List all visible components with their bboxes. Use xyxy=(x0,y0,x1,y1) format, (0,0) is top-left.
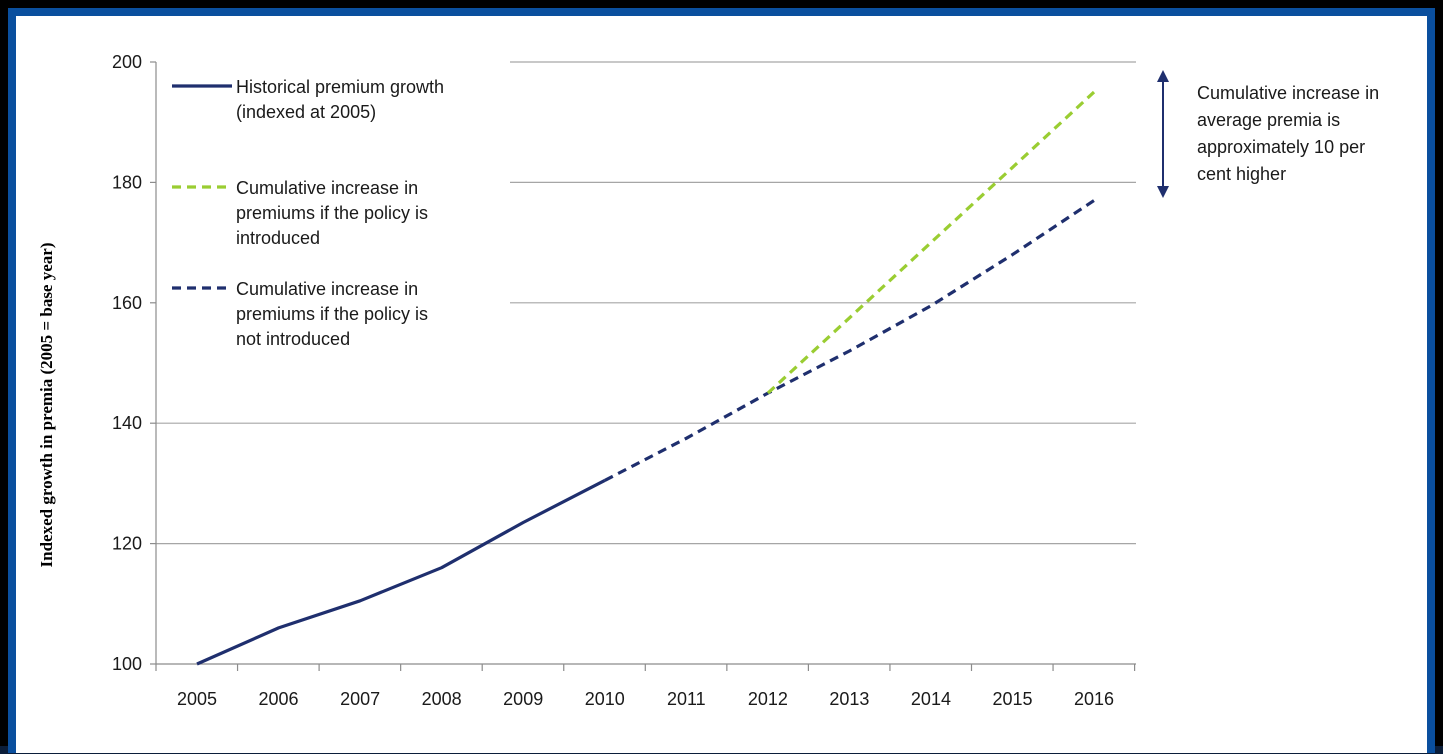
y-tick-label: 100 xyxy=(112,654,142,674)
x-tick-label: 2007 xyxy=(340,689,380,709)
y-tick-label: 140 xyxy=(112,413,142,433)
series-line-1 xyxy=(766,90,1096,395)
legend-label: Historical premium growth xyxy=(236,77,444,97)
annotation-text: average premia is xyxy=(1197,110,1340,130)
x-tick-labels: 2005 2006 2007 2008 2009 2010 2011 2012 2013 2014… xyxy=(177,689,1114,709)
annotation-text: Cumulative increase in xyxy=(1197,83,1379,103)
x-tick-label: 2006 xyxy=(259,689,299,709)
y-axis-label: Indexed growth in premia (2005 = base ye… xyxy=(37,243,56,568)
y-tick-label: 120 xyxy=(112,534,142,554)
annotation-text: cent higher xyxy=(1197,164,1286,184)
x-tick-label: 2011 xyxy=(667,689,706,709)
y-tick-label: 180 xyxy=(112,172,142,192)
axes xyxy=(150,61,1136,671)
x-tick-label: 2008 xyxy=(422,689,462,709)
legend-label: Cumulative increase in xyxy=(236,178,418,198)
series-lines xyxy=(196,90,1096,666)
grid-lines xyxy=(156,61,1136,545)
x-tick-label: 2014 xyxy=(911,689,951,709)
annotation-text: approximately 10 per xyxy=(1197,137,1365,157)
legend-label: (indexed at 2005) xyxy=(236,102,376,122)
legend-label: Cumulative increase in xyxy=(236,279,418,299)
chart-panel: 100 120 140 160 180 200 2005 2006 2007 2008 2009 2… xyxy=(8,8,1435,753)
x-tick-label: 2009 xyxy=(503,689,543,709)
y-tick-label: 160 xyxy=(112,293,142,313)
x-tick-label: 2010 xyxy=(585,689,625,709)
annotation-arrow-head-down xyxy=(1157,186,1169,198)
series-line-2 xyxy=(604,199,1095,482)
y-tick-label: 200 xyxy=(112,52,142,72)
y-tick-labels: 100 120 140 160 180 200 xyxy=(112,52,142,674)
series-line-0 xyxy=(196,478,606,666)
legend-label: not introduced xyxy=(236,329,350,349)
x-tick-label: 2015 xyxy=(992,689,1032,709)
x-tick-label: 2013 xyxy=(829,689,869,709)
x-tick-label: 2016 xyxy=(1074,689,1114,709)
legend: Historical premium growth (indexed at 200… xyxy=(172,77,444,349)
legend-label: introduced xyxy=(236,228,320,248)
legend-label: premiums if the policy is xyxy=(236,203,428,223)
annotation: Cumulative increase in average premia is a… xyxy=(1157,70,1379,198)
annotation-arrow-head-up xyxy=(1157,70,1169,82)
legend-label: premiums if the policy is xyxy=(236,304,428,324)
x-tick-label: 2012 xyxy=(748,689,788,709)
x-tick-label: 2005 xyxy=(177,689,217,709)
